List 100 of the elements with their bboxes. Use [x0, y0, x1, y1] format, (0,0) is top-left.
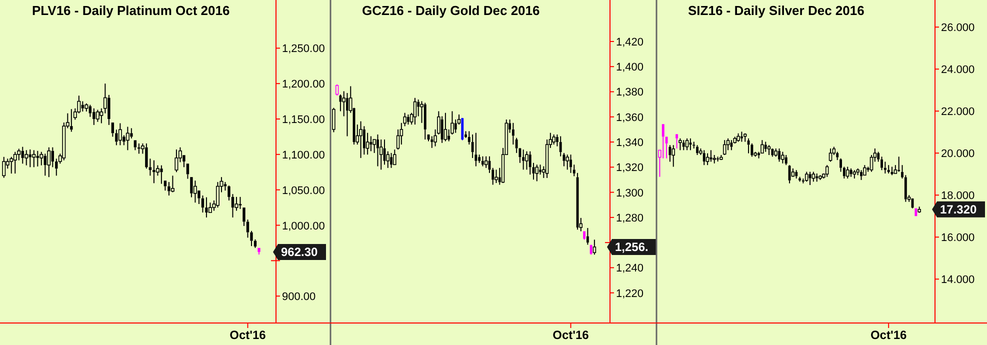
candlestick	[379, 139, 383, 170]
y-tick-label: 24.000	[941, 64, 975, 76]
y-tick-label: 14.000	[941, 274, 975, 286]
candlestick	[205, 196, 208, 218]
candlestick	[747, 138, 750, 154]
candlestick	[481, 156, 484, 167]
candlestick	[440, 116, 444, 144]
candlestick	[716, 156, 720, 162]
candlestick	[362, 126, 366, 156]
candlestick	[228, 186, 230, 201]
candlestick	[468, 130, 470, 146]
y-tick-label: 1,150.00	[282, 114, 325, 126]
candlestick	[535, 164, 538, 182]
y-tick-label: 1,000.00	[282, 220, 325, 232]
candlestick	[689, 138, 692, 151]
candlestick	[92, 108, 96, 126]
candlestick	[904, 174, 907, 202]
candlestick	[740, 131, 743, 142]
candlestick	[494, 169, 498, 184]
candlestick	[152, 160, 156, 184]
candlestick	[702, 150, 706, 166]
candlestick	[339, 94, 342, 112]
candlestick	[840, 158, 842, 172]
candlestick	[359, 120, 362, 158]
x-tick-label: Oct'16	[230, 328, 266, 342]
y-tick-label: 1,340	[616, 137, 644, 150]
candlestick	[556, 134, 558, 147]
y-tick-label: 1,240	[616, 262, 644, 275]
candlestick	[44, 153, 46, 176]
y-tick-label: 1,200.00	[282, 78, 325, 91]
candlestick	[512, 122, 514, 146]
candlestick	[771, 148, 774, 158]
text: 17.320	[940, 202, 978, 216]
text: 1,256.	[615, 240, 648, 254]
candlestick	[730, 140, 733, 151]
candlestick	[795, 170, 798, 180]
candlestick	[696, 144, 699, 156]
candlestick	[390, 152, 392, 168]
candlestick	[682, 140, 685, 151]
candlestick	[342, 90, 346, 117]
candlestick	[370, 136, 372, 152]
candlestick	[250, 230, 253, 247]
candlestick	[559, 136, 562, 157]
candlestick	[528, 150, 532, 176]
candlestick	[454, 119, 457, 134]
candlestick	[81, 100, 84, 112]
chart-title: PLV16 - Daily Platinum Oct 2016	[32, 3, 230, 18]
candlestick	[130, 128, 133, 139]
candlestick	[346, 92, 348, 137]
candlestick	[51, 146, 54, 168]
y-tick-label: 1,420	[616, 36, 644, 48]
candlestick	[816, 172, 818, 182]
y-tick-label: 26.000	[941, 22, 975, 34]
x-tick-label: Oct'16	[870, 328, 908, 342]
candlestick	[160, 164, 163, 184]
y-tick-label: 1,360	[616, 112, 644, 124]
y-tick-label: 1,250.00	[282, 43, 325, 56]
candlestick	[193, 180, 197, 204]
y-tick-label: 22.000	[941, 106, 975, 118]
candlestick	[138, 142, 140, 154]
y-tick-label: 1,300	[616, 187, 644, 200]
candlestick	[28, 148, 32, 168]
candlestick	[108, 94, 110, 126]
candlestick	[784, 154, 788, 166]
candlestick	[88, 104, 92, 118]
x-tick-label: Oct'16	[552, 328, 590, 342]
y-tick-label: 18.000	[941, 190, 975, 202]
candlestick	[366, 132, 370, 156]
chart-title: GCZ16 - Daily Gold Dec 2016	[362, 3, 540, 18]
y-tick-label: 20.000	[941, 148, 975, 160]
candlestick	[70, 108, 73, 132]
candlestick	[115, 129, 118, 146]
y-tick-label: 1,400	[616, 62, 644, 74]
y-tick-label: 1,100.00	[282, 149, 325, 162]
candlestick	[55, 158, 58, 176]
text: 962.30	[281, 244, 318, 259]
y-tick-label: 1,050.00	[282, 184, 325, 197]
candlestick	[471, 134, 474, 158]
candlestick	[145, 142, 148, 170]
y-tick-label: 900.00	[282, 291, 316, 304]
candlestick	[672, 144, 676, 168]
candlestick	[464, 130, 467, 138]
candlestick	[24, 150, 28, 166]
candlestick	[474, 132, 478, 167]
y-tick-label: 1,280	[616, 212, 644, 224]
candlestick	[417, 99, 420, 117]
y-tick-label: 1,220	[616, 288, 644, 300]
candlestick	[668, 144, 672, 162]
candlestick	[887, 164, 890, 174]
candlestick	[32, 150, 36, 168]
candlestick	[539, 164, 542, 176]
candlestick	[860, 170, 862, 180]
y-tick-label: 1,380	[616, 86, 644, 99]
candlestick	[522, 149, 525, 170]
candlestick	[406, 114, 410, 126]
candlestick	[430, 136, 434, 148]
y-tick-label: 16.000	[941, 232, 975, 244]
candlestick	[478, 154, 481, 164]
candlestick	[570, 154, 572, 174]
y-tick-label: 1,320	[616, 162, 644, 174]
